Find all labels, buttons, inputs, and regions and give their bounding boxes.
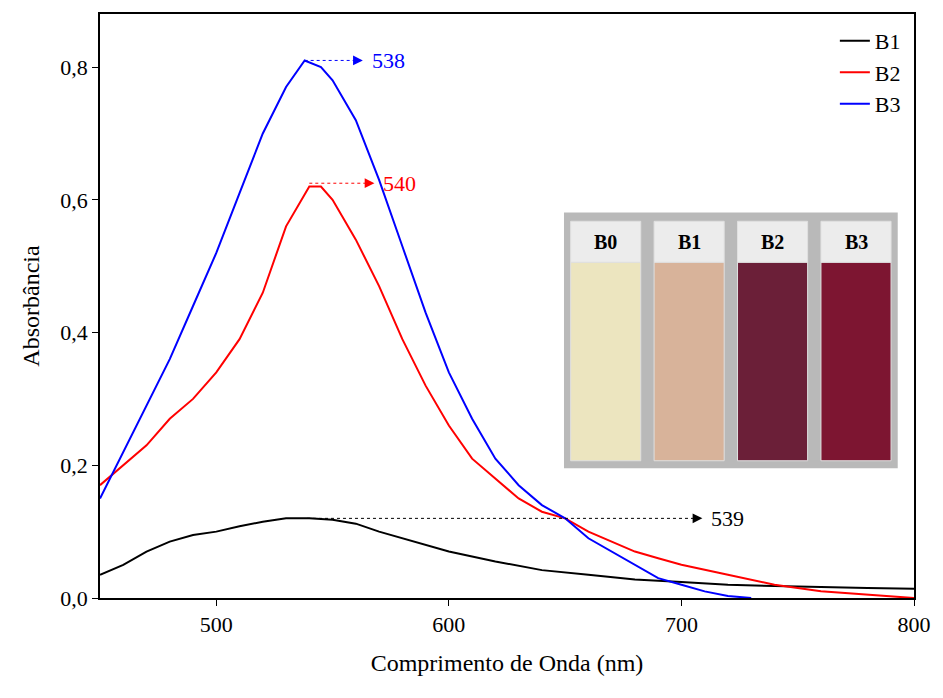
svg-text:Absorbância: Absorbância: [18, 245, 44, 367]
svg-text:600: 600: [432, 612, 465, 637]
svg-text:538: 538: [372, 48, 405, 73]
svg-text:B2: B2: [875, 61, 901, 86]
svg-text:0,6: 0,6: [60, 188, 88, 213]
svg-text:500: 500: [200, 612, 233, 637]
svg-text:0,0: 0,0: [60, 586, 88, 611]
svg-text:Comprimento de Onda (nm): Comprimento de Onda (nm): [371, 650, 644, 676]
svg-text:B0: B0: [594, 231, 617, 253]
svg-text:539: 539: [711, 506, 744, 531]
svg-text:B3: B3: [875, 92, 901, 117]
svg-text:700: 700: [665, 612, 698, 637]
svg-text:540: 540: [383, 171, 416, 196]
svg-text:B2: B2: [761, 231, 784, 253]
svg-text:B1: B1: [875, 29, 901, 54]
svg-text:0,8: 0,8: [60, 55, 88, 80]
svg-text:0,2: 0,2: [60, 453, 88, 478]
svg-text:0,4: 0,4: [60, 320, 88, 345]
svg-text:800: 800: [898, 612, 931, 637]
svg-text:B3: B3: [845, 231, 868, 253]
svg-text:B1: B1: [678, 231, 701, 253]
